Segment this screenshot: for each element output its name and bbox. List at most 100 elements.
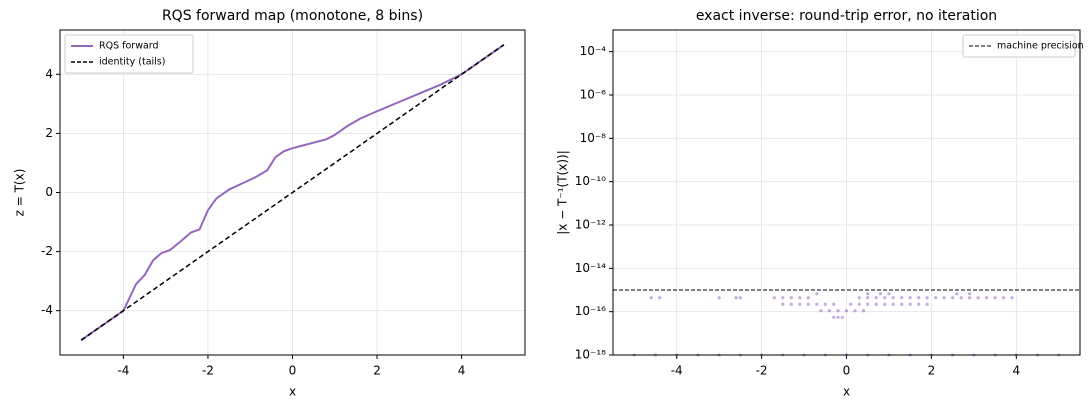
point bbox=[840, 315, 844, 319]
legend-label: identity (tails) bbox=[99, 57, 165, 68]
point bbox=[772, 296, 776, 300]
point bbox=[781, 302, 785, 306]
point bbox=[832, 302, 836, 306]
point bbox=[942, 296, 946, 300]
x-tick-label: -2 bbox=[202, 364, 214, 378]
point bbox=[1001, 296, 1006, 300]
point bbox=[883, 302, 887, 306]
y-tick-label: 10⁻¹⁸ bbox=[575, 348, 606, 362]
point bbox=[823, 302, 827, 306]
point bbox=[955, 292, 959, 296]
x-tick-label: 2 bbox=[373, 364, 381, 378]
y-tick-label: -2 bbox=[41, 244, 53, 258]
point bbox=[734, 296, 738, 300]
point bbox=[993, 296, 997, 300]
point bbox=[857, 302, 861, 306]
point bbox=[861, 309, 866, 313]
point bbox=[917, 302, 921, 306]
point bbox=[874, 302, 878, 306]
point bbox=[951, 296, 955, 300]
point bbox=[849, 302, 853, 306]
point bbox=[844, 309, 849, 313]
y-tick-label: 10⁻¹⁴ bbox=[575, 261, 606, 275]
point bbox=[806, 302, 810, 306]
legend-label: machine precision bbox=[997, 41, 1084, 52]
point bbox=[925, 302, 929, 306]
y-axis-label: |x − T⁻¹(T(x))| bbox=[556, 150, 570, 235]
y-tick-label: 10⁻⁴ bbox=[580, 44, 607, 58]
point bbox=[917, 296, 921, 300]
point bbox=[717, 296, 721, 300]
y-tick-label: 0 bbox=[45, 185, 53, 199]
point bbox=[908, 296, 912, 300]
point bbox=[887, 292, 891, 296]
point bbox=[806, 296, 810, 300]
point bbox=[874, 296, 878, 300]
point bbox=[857, 296, 861, 300]
point bbox=[866, 292, 870, 296]
line bbox=[80, 44, 505, 341]
point bbox=[836, 315, 840, 319]
y-tick-label: 10⁻⁶ bbox=[580, 88, 607, 102]
y-tick-label: -4 bbox=[41, 303, 53, 317]
line bbox=[80, 43, 505, 342]
point bbox=[866, 302, 870, 306]
point bbox=[781, 296, 785, 300]
chart-title: exact inverse: round-trip error, no iter… bbox=[696, 8, 997, 24]
x-tick-label: 0 bbox=[843, 364, 851, 378]
point bbox=[649, 296, 653, 300]
point bbox=[883, 296, 887, 300]
point bbox=[900, 302, 904, 306]
chart-title: RQS forward map (monotone, 8 bins) bbox=[162, 8, 423, 24]
point bbox=[836, 309, 840, 313]
x-tick-label: 4 bbox=[458, 364, 466, 378]
point bbox=[827, 309, 832, 313]
y-tick-label: 10⁻¹⁶ bbox=[575, 304, 606, 318]
x-tick-label: -4 bbox=[117, 364, 129, 378]
point bbox=[738, 296, 742, 300]
point bbox=[934, 296, 938, 300]
x-tick-label: 4 bbox=[1012, 364, 1020, 378]
point bbox=[815, 302, 819, 306]
y-tick-label: 10⁻¹² bbox=[575, 218, 606, 232]
y-tick-label: 2 bbox=[45, 126, 53, 140]
axes-frame bbox=[59, 29, 526, 356]
point bbox=[866, 296, 870, 300]
point bbox=[959, 296, 963, 300]
y-tick-label: 4 bbox=[45, 67, 53, 81]
point bbox=[985, 296, 989, 300]
legend-box bbox=[962, 34, 1076, 58]
point bbox=[976, 296, 980, 300]
point bbox=[853, 309, 857, 313]
x-tick-label: 0 bbox=[289, 364, 297, 378]
legend-label: RQS forward bbox=[99, 41, 159, 52]
x-tick-label: -2 bbox=[756, 364, 768, 378]
point bbox=[658, 296, 662, 300]
point bbox=[798, 302, 802, 306]
point bbox=[900, 296, 904, 300]
point bbox=[878, 292, 883, 296]
point bbox=[798, 296, 802, 300]
axes-frame bbox=[612, 29, 1081, 356]
point bbox=[925, 296, 929, 300]
legend-box bbox=[64, 34, 194, 74]
point bbox=[815, 292, 819, 296]
y-tick-label: 10⁻⁸ bbox=[580, 131, 607, 145]
y-tick-label: 10⁻¹⁰ bbox=[575, 174, 606, 188]
y-axis-label: z = T(x) bbox=[13, 169, 27, 217]
x-axis-label: x bbox=[843, 385, 850, 399]
x-tick-label: -4 bbox=[671, 364, 683, 378]
point bbox=[1010, 296, 1014, 300]
point bbox=[908, 302, 912, 306]
point bbox=[832, 315, 836, 319]
point bbox=[891, 296, 895, 300]
point bbox=[789, 302, 793, 306]
point bbox=[789, 296, 793, 300]
point bbox=[968, 296, 972, 300]
point bbox=[819, 309, 823, 313]
x-axis-label: x bbox=[289, 385, 296, 399]
x-tick-label: 2 bbox=[928, 364, 936, 378]
point bbox=[968, 292, 972, 296]
point bbox=[891, 302, 895, 306]
